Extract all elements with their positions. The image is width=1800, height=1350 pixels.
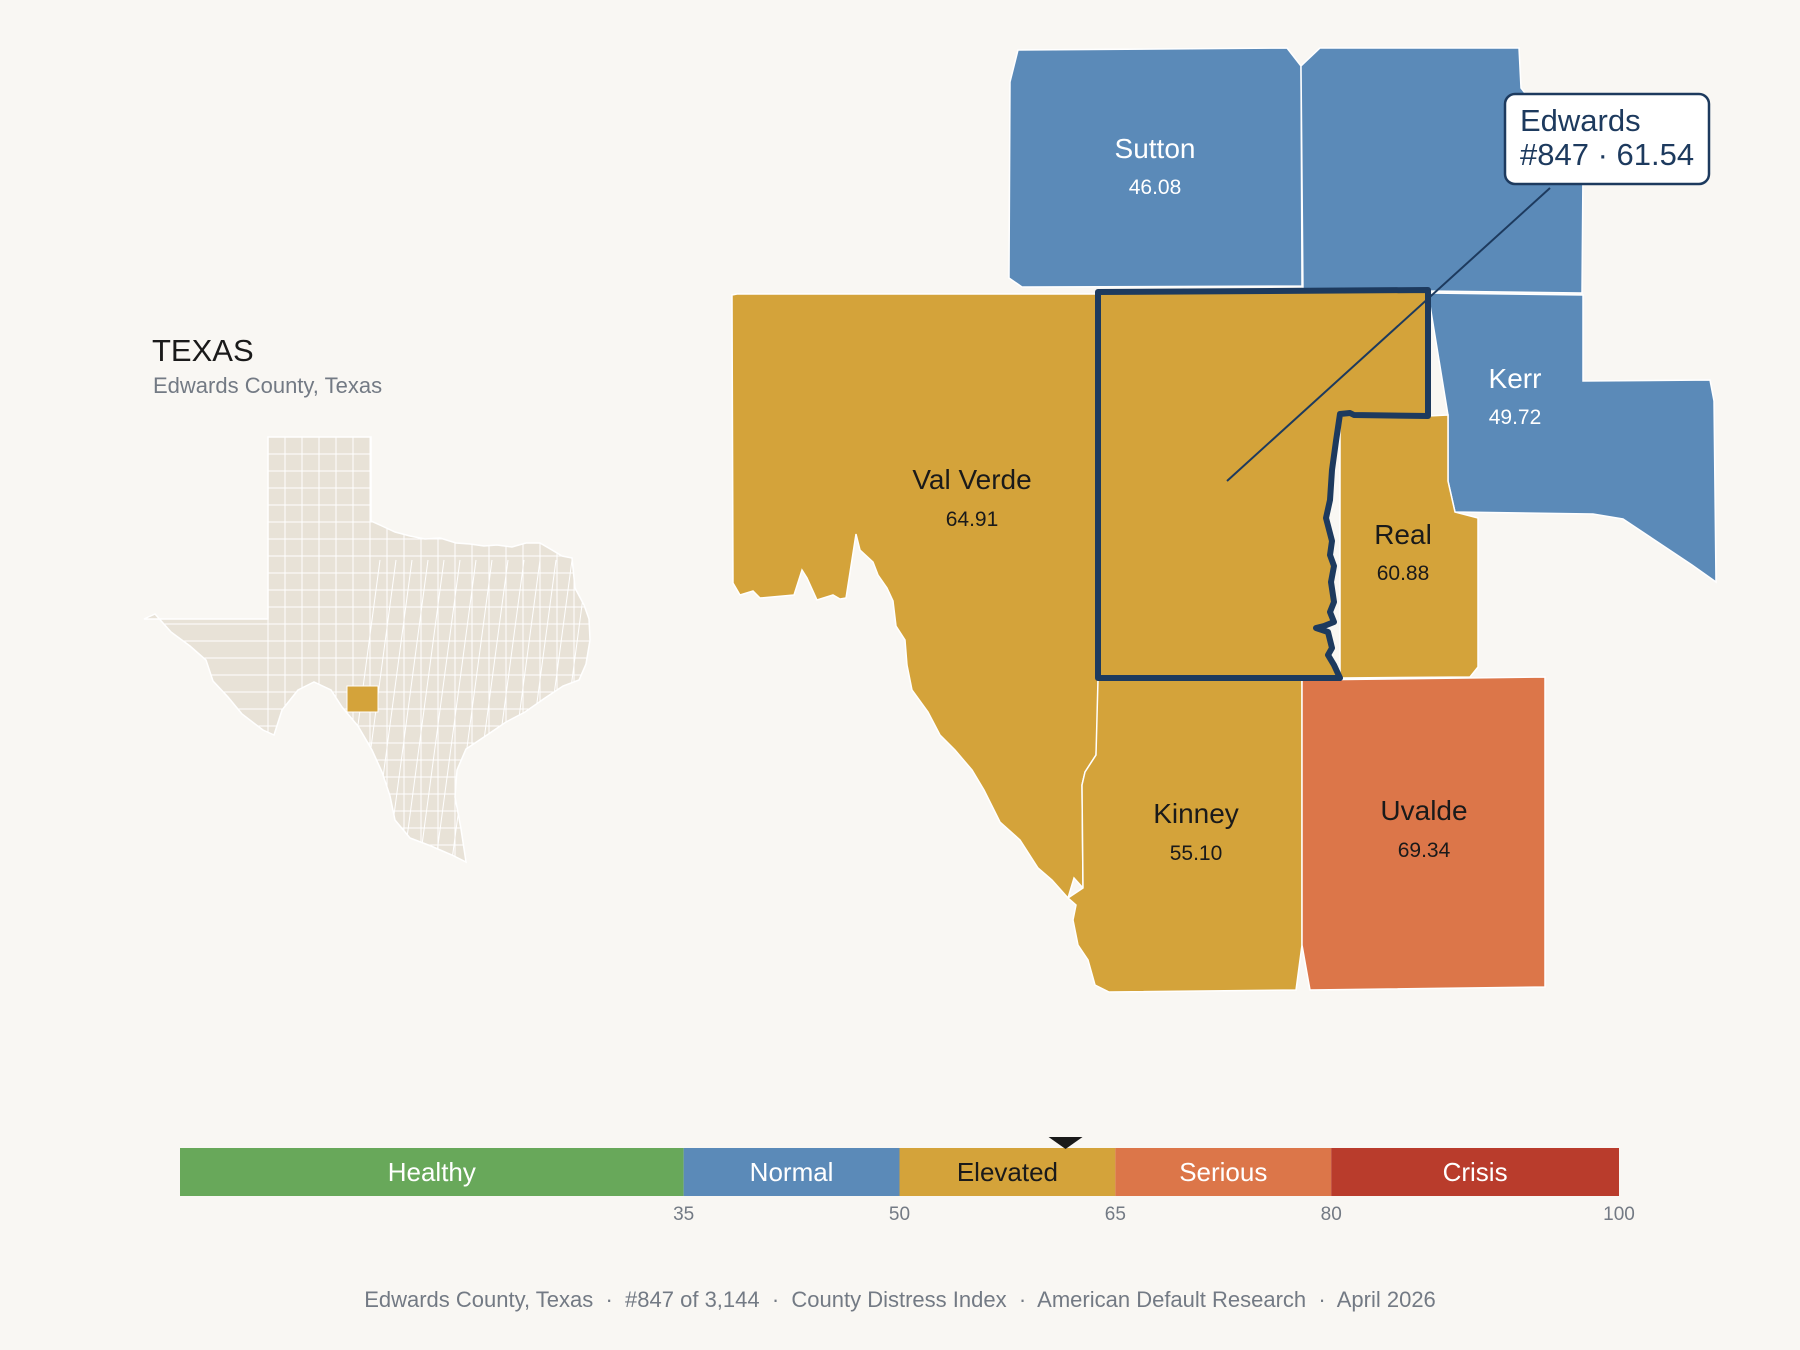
legend-segment-normal xyxy=(683,1148,900,1196)
county-label-kerr: Kerr xyxy=(1489,363,1542,394)
legend-tick-35: 35 xyxy=(673,1204,694,1225)
county-uvalde[interactable] xyxy=(1301,676,1546,991)
county-label-kinney: Kinney xyxy=(1153,798,1239,829)
legend-label-elevated: Elevated xyxy=(957,1157,1058,1187)
county-value-real: 60.88 xyxy=(1377,562,1430,585)
current-value-marker xyxy=(1048,1137,1083,1149)
county-value-uvalde: 69.34 xyxy=(1398,839,1451,862)
callout-leader-line xyxy=(1226,187,1551,482)
legend-tick-100: 100 xyxy=(1603,1204,1635,1225)
legend-tick-80: 80 xyxy=(1321,1204,1342,1225)
county-map: Sutton 46.08 Kerr 49.72 Val Verde 64.91 … xyxy=(731,47,1717,993)
county-real[interactable] xyxy=(1339,413,1479,679)
legend-label-normal: Normal xyxy=(750,1157,834,1187)
inset-panel: TEXAS Edwards County, Texas xyxy=(143,333,591,864)
county-val-verde[interactable] xyxy=(731,293,1101,900)
county-labels: Sutton 46.08 Kerr 49.72 Val Verde 64.91 … xyxy=(912,133,1541,865)
county-edwards[interactable] xyxy=(1095,287,1431,681)
county-value-sutton: 46.08 xyxy=(1129,176,1182,199)
county-label-val-verde: Val Verde xyxy=(912,464,1031,495)
county-label-uvalde: Uvalde xyxy=(1380,795,1467,826)
callout-rank-value: #847 · 61.54 xyxy=(1520,137,1694,172)
legend-label-serious: Serious xyxy=(1179,1157,1267,1187)
county-sutton[interactable] xyxy=(1008,47,1303,288)
county-label-real: Real xyxy=(1374,519,1432,550)
callout-county-name: Edwards xyxy=(1520,103,1641,138)
county-value-kinney: 55.10 xyxy=(1170,842,1223,865)
county-value-kerr: 49.72 xyxy=(1489,406,1542,429)
county-label-sutton: Sutton xyxy=(1115,133,1196,164)
legend-segment-serious xyxy=(1115,1148,1332,1196)
legend-segment-healthy xyxy=(180,1148,684,1196)
legend-tick-50: 50 xyxy=(889,1204,910,1225)
legend-label-crisis: Crisis xyxy=(1443,1157,1508,1187)
callout-box xyxy=(1503,92,1711,186)
legend-segment-crisis xyxy=(1331,1148,1619,1196)
county-kinney[interactable] xyxy=(1066,678,1303,993)
county-value-val-verde: 64.91 xyxy=(946,508,999,531)
footer-credits: Edwards County, Texas · #847 of 3,144 · … xyxy=(364,1287,1436,1312)
inset-subtitle: Edwards County, Texas xyxy=(153,373,382,398)
legend-tick-65: 65 xyxy=(1105,1204,1126,1225)
inset-state-title: TEXAS xyxy=(152,333,254,368)
distress-legend: Healthy Normal Elevated Serious Crisis 35 50 6… xyxy=(180,1137,1635,1225)
inset-edwards-highlight[interactable] xyxy=(346,685,379,713)
legend-segment-elevated xyxy=(899,1148,1116,1196)
edwards-callout: Edwards #847 · 61.54 xyxy=(1226,92,1711,482)
legend-label-healthy: Healthy xyxy=(388,1157,476,1187)
